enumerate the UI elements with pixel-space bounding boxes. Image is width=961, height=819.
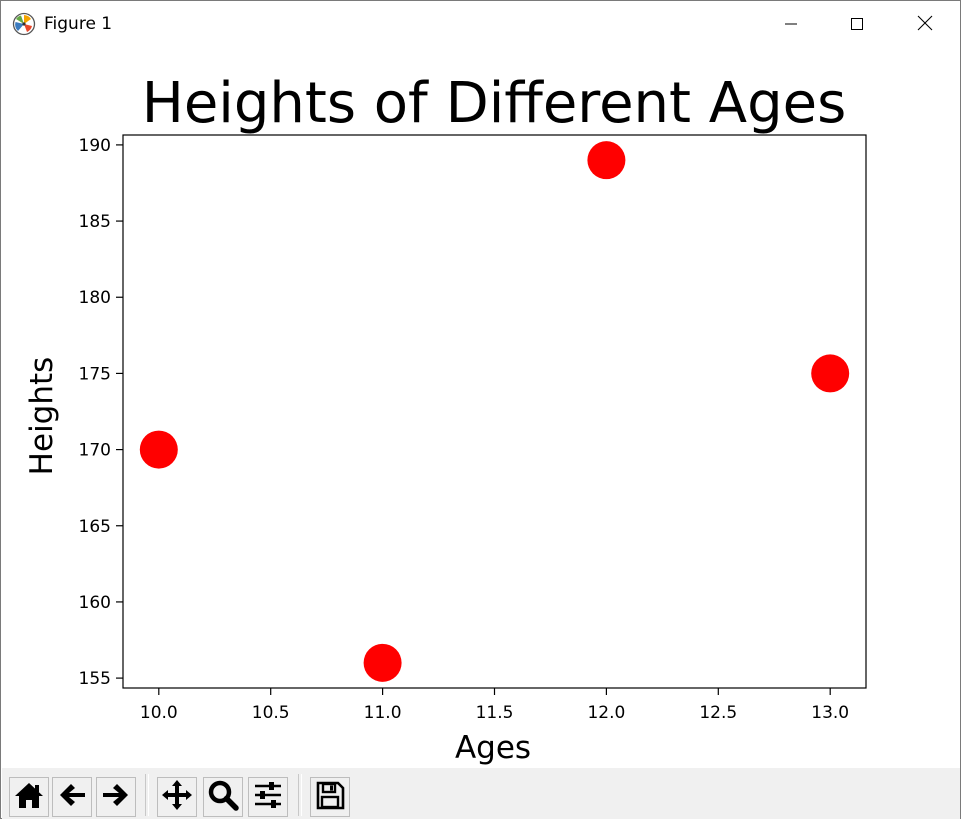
chart-title: Heights of Different Ages — [142, 71, 847, 136]
forward-button[interactable] — [96, 777, 136, 817]
close-icon — [917, 15, 933, 35]
y-tick-label: 165 — [79, 517, 111, 537]
x-axis-label: Ages — [455, 730, 531, 766]
x-tick-label: 12.5 — [699, 703, 737, 723]
x-tick-label: 12.0 — [587, 703, 625, 723]
pan-icon — [160, 778, 194, 816]
toolbar-separator — [145, 774, 149, 816]
forward-arrow-icon — [100, 779, 132, 815]
x-tick-label: 10.5 — [252, 703, 290, 723]
save-button[interactable] — [310, 777, 350, 817]
minimize-icon — [784, 16, 798, 35]
title-bar[interactable]: Figure 1 — [2, 2, 960, 46]
matplotlib-icon — [12, 12, 36, 36]
y-tick-label: 170 — [79, 441, 111, 461]
window-title: Figure 1 — [44, 14, 113, 34]
zoom-button[interactable] — [203, 777, 243, 817]
plot-area — [122, 134, 867, 689]
maximize-icon — [850, 16, 864, 35]
y-tick-label: 160 — [79, 593, 111, 613]
back-button[interactable] — [52, 777, 92, 817]
navigation-toolbar — [2, 768, 960, 819]
maximize-button[interactable] — [834, 3, 880, 47]
zoom-icon — [207, 779, 239, 815]
data-point — [139, 430, 178, 469]
data-point — [587, 141, 626, 180]
subplots-button[interactable] — [248, 777, 288, 817]
y-tick-label: 180 — [79, 288, 111, 308]
y-tick-label: 175 — [79, 364, 111, 384]
pan-button[interactable] — [157, 777, 197, 817]
x-axis: 10.0 10.5 11.0 11.5 12.0 12.5 13.0 — [140, 688, 849, 723]
x-tick-label: 11.0 — [364, 703, 402, 723]
scatter-chart: Heights of Different Ages 10.0 10.5 11.0 11… — [24, 71, 867, 766]
x-tick-label: 10.0 — [140, 703, 178, 723]
y-axis: 155 160 165 170 175 180 185 190 — [79, 136, 123, 689]
minimize-button[interactable] — [768, 3, 814, 47]
configure-subplots-icon — [252, 779, 284, 815]
y-tick-label: 155 — [79, 669, 111, 689]
x-tick-label: 11.5 — [476, 703, 514, 723]
close-button[interactable] — [902, 3, 948, 47]
home-button[interactable] — [9, 777, 49, 817]
home-icon — [13, 779, 45, 815]
back-arrow-icon — [56, 779, 88, 815]
y-tick-label: 190 — [79, 136, 111, 156]
save-icon — [314, 779, 346, 815]
toolbar-separator — [298, 774, 302, 816]
x-tick-label: 13.0 — [811, 703, 849, 723]
figure-canvas[interactable]: Heights of Different Ages 10.0 10.5 11.0 11… — [2, 46, 960, 768]
y-axis-label: Heights — [24, 357, 60, 476]
data-point — [811, 354, 850, 393]
data-point — [363, 643, 402, 682]
y-tick-label: 185 — [79, 212, 111, 232]
data-points — [139, 141, 850, 682]
